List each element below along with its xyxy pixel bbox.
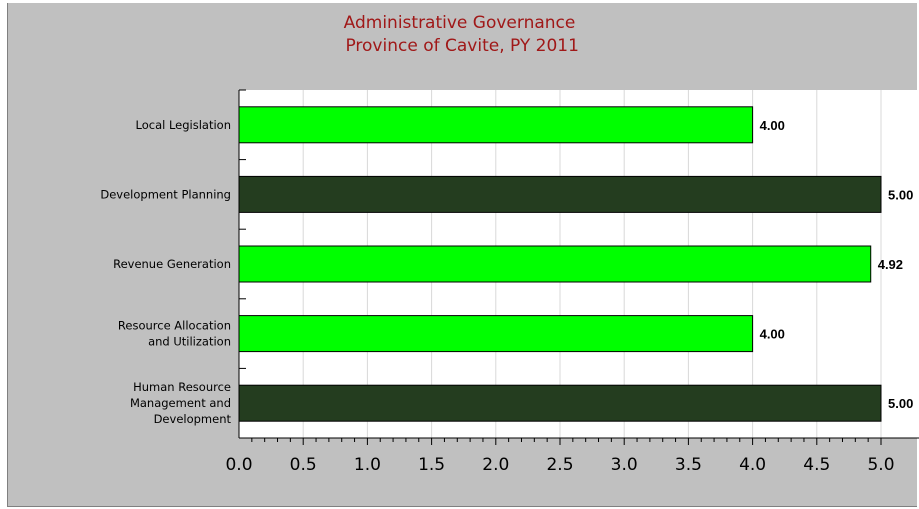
x-tick-label: 2.0 — [482, 455, 509, 475]
category-label-line: Revenue Generation — [113, 257, 231, 271]
x-tick-label: 4.0 — [739, 455, 766, 475]
category-label-line: Development — [154, 412, 232, 426]
data-label: 4.00 — [760, 118, 785, 133]
category-label: Revenue Generation — [113, 257, 231, 271]
data-label: 5.00 — [888, 396, 913, 411]
chart-title-line-2: Province of Cavite, PY 2011 — [340, 36, 579, 56]
x-tick-label: 2.5 — [546, 455, 573, 475]
chart-title-line-1: Administrative Governance — [343, 13, 576, 33]
chart-title: Administrative Governance Province of Ca… — [0, 12, 919, 58]
x-tick-label: 0.0 — [225, 455, 252, 475]
category-label: Local Legislation — [136, 118, 232, 132]
category-label: Development Planning — [100, 187, 231, 201]
category-label-line: Human Resource — [133, 380, 231, 394]
x-tick-label: 3.5 — [675, 455, 702, 475]
x-tick-label: 1.0 — [354, 455, 381, 475]
x-tick-label: 4.5 — [803, 455, 830, 475]
category-label-line: and Utilization — [148, 335, 231, 349]
x-tick-label: 5.0 — [867, 455, 894, 475]
category-label-line: Local Legislation — [136, 118, 232, 132]
bar — [238, 175, 882, 213]
bar — [238, 315, 754, 353]
category-label: Resource Allocation and Utilization — [118, 319, 231, 349]
data-label: 4.00 — [760, 327, 785, 342]
x-tick-label: 3.0 — [611, 455, 638, 475]
bar — [238, 106, 754, 144]
category-label: Human Resource Management and Development — [130, 380, 232, 426]
bar — [238, 384, 882, 422]
data-label: 4.92 — [878, 257, 903, 272]
bar — [238, 245, 872, 283]
data-label: 5.00 — [888, 187, 913, 202]
category-label-line: Resource Allocation — [118, 319, 231, 333]
category-label-line: Management and — [130, 396, 231, 410]
x-tick-label: 0.5 — [290, 455, 317, 475]
category-label-line: Development Planning — [100, 187, 231, 201]
x-tick-label: 1.5 — [418, 455, 445, 475]
